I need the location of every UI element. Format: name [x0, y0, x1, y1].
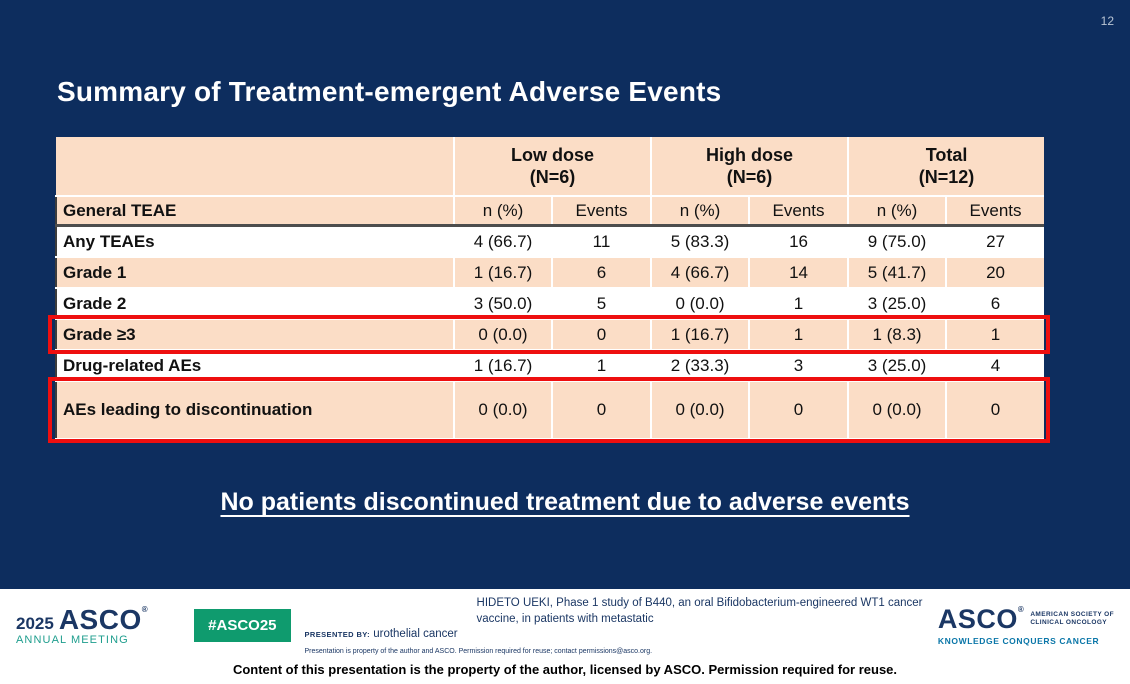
table-group-header-row: Low dose (N=6) High dose (N=6) Total (N=…: [56, 137, 1045, 197]
table-row-grade-2: Grade 2 3 (50.0) 5 0 (0.0) 1 3 (25.0) 6: [55, 288, 1045, 320]
group-label: Total: [925, 144, 968, 165]
row-label: Grade 1: [55, 257, 455, 289]
table-cell: 0 (0.0): [848, 381, 948, 440]
presented-by-line: PRESENTED BY: urothelial cancer: [305, 627, 938, 643]
table-cell: 4 (66.7): [454, 225, 553, 258]
hashtag-badge: #ASCO25: [194, 609, 291, 643]
table-cell: 5: [552, 288, 653, 320]
table-cell: 5 (41.7): [848, 257, 948, 289]
logo-year: 2025: [16, 613, 54, 633]
asco-2025-meeting-logo: 2025 ASCO® ANNUAL MEETING: [16, 603, 149, 646]
table-cell: 3 (25.0): [848, 350, 948, 382]
row-label: AEs leading to discontinuation: [55, 381, 455, 440]
row-label: Drug-related AEs: [55, 350, 455, 382]
table-cell: 14: [749, 257, 850, 289]
table-cell: 5 (83.3): [651, 225, 751, 258]
group-header-low-dose: Low dose (N=6): [454, 137, 653, 197]
table-cell: 1: [749, 319, 850, 351]
table-subheader-row: General TEAE n (%) Events n (%) Events n…: [55, 196, 1045, 227]
table-cell: 9 (75.0): [848, 225, 948, 258]
asco-society-logo: ASCO® AMERICAN SOCIETY OF CLINICAL ONCOL…: [937, 603, 1114, 646]
table-cell: 1 (16.7): [651, 319, 751, 351]
column-header: n (%): [651, 196, 751, 227]
table-cell: 1: [552, 350, 653, 382]
column-header: Events: [946, 196, 1045, 227]
group-label: Low dose: [511, 144, 595, 165]
group-n: (N=12): [918, 167, 975, 187]
table-cell: 6: [946, 288, 1045, 320]
reuse-caption: Content of this presentation is the prop…: [232, 662, 898, 677]
group-label: High dose: [706, 144, 794, 165]
table-cell: 20: [946, 257, 1045, 289]
table-cell: 6: [552, 257, 653, 289]
asco-tagline: KNOWLEDGE CONQUERS CANCER: [937, 635, 1100, 646]
table-cell: 3: [749, 350, 850, 382]
table-wrap: Low dose (N=6) High dose (N=6) Total (N=…: [48, 137, 1051, 443]
table-row-grade-3plus: Grade ≥3 0 (0.0) 0 1 (16.7) 1 1 (8.3) 1: [55, 319, 1045, 351]
table-cell: 1 (16.7): [454, 350, 553, 382]
table-cell: 0: [552, 319, 653, 351]
society-name: AMERICAN SOCIETY OF CLINICAL ONCOLOGY: [1030, 611, 1114, 627]
table-row-drug-related: Drug-related AEs 1 (16.7) 1 2 (33.3) 3 3…: [55, 350, 1045, 382]
presented-by-label: PRESENTED BY:: [304, 630, 371, 640]
table-cell: 0 (0.0): [651, 381, 751, 440]
table-cell: 11: [552, 225, 653, 258]
registered-mark: ®: [1017, 604, 1025, 614]
table-cell: 0: [552, 381, 653, 440]
footer-brand-row: 2025 ASCO® ANNUAL MEETING #ASCO25 HIDETO…: [0, 596, 1130, 656]
column-header: n (%): [848, 196, 948, 227]
asco-wordmark: ASCO®: [937, 603, 1025, 634]
table-row-grade-1: Grade 1 1 (16.7) 6 4 (66.7) 14 5 (41.7) …: [55, 257, 1045, 289]
column-header: n (%): [454, 196, 553, 227]
group-n: (N=6): [726, 167, 773, 187]
table-cell: 3 (50.0): [454, 288, 553, 320]
table-cell: 0 (0.0): [454, 381, 553, 440]
column-header-general-teae: General TEAE: [55, 196, 455, 227]
slide-background: 12 Summary of Treatment-emergent Adverse…: [0, 0, 1130, 589]
table-cell: 1: [946, 319, 1045, 351]
row-label: Grade ≥3: [55, 319, 455, 351]
table-cell: 4 (66.7): [651, 257, 751, 289]
presentation-title: HIDETO UEKI, Phase 1 study of B440, an o…: [476, 597, 923, 625]
table-cell: 27: [946, 225, 1045, 258]
group-header-high-dose: High dose (N=6): [651, 137, 850, 197]
group-n: (N=6): [529, 167, 576, 187]
table-cell: 4: [946, 350, 1045, 382]
registered-mark: ®: [141, 604, 149, 614]
table-cell: 1: [749, 288, 850, 320]
row-label: Any TEAEs: [55, 225, 455, 258]
table-cell: 1 (8.3): [848, 319, 948, 351]
row-label: Grade 2: [55, 288, 455, 320]
table-row-any-teaes: Any TEAEs 4 (66.7) 11 5 (83.3) 16 9 (75.…: [55, 225, 1045, 258]
column-header: Events: [749, 196, 850, 227]
table-cell: 0 (0.0): [651, 288, 751, 320]
footer: 2025 ASCO® ANNUAL MEETING #ASCO25 HIDETO…: [0, 589, 1130, 684]
table-cell: 0 (0.0): [454, 319, 553, 351]
credit-block: HIDETO UEKI, Phase 1 study of B440, an o…: [305, 596, 938, 656]
teae-table: Low dose (N=6) High dose (N=6) Total (N=…: [55, 137, 1045, 440]
table-cell: 2 (33.3): [651, 350, 751, 382]
permission-note: Presentation is property of the author a…: [304, 647, 653, 655]
slide-title: Summary of Treatment-emergent Adverse Ev…: [57, 76, 722, 107]
table-cell: 3 (25.0): [848, 288, 948, 320]
table-cell: 16: [749, 225, 850, 258]
group-header-total: Total (N=12): [848, 137, 1045, 197]
asco-wordmark: ASCO®: [58, 603, 149, 635]
page-number: 12: [1100, 14, 1114, 28]
table-cell: 0: [946, 381, 1045, 440]
table-corner-cell: [56, 137, 455, 197]
table-row-discontinuation: AEs leading to discontinuation 0 (0.0) 0…: [55, 381, 1045, 440]
column-header: Events: [552, 196, 653, 227]
presented-by-value: urothelial cancer: [373, 628, 458, 641]
callout-text: No patients discontinued treatment due t…: [220, 488, 910, 516]
table-cell: 1 (16.7): [454, 257, 553, 289]
logo-meeting-label: ANNUAL MEETING: [16, 633, 129, 646]
table-cell: 0: [749, 381, 850, 440]
